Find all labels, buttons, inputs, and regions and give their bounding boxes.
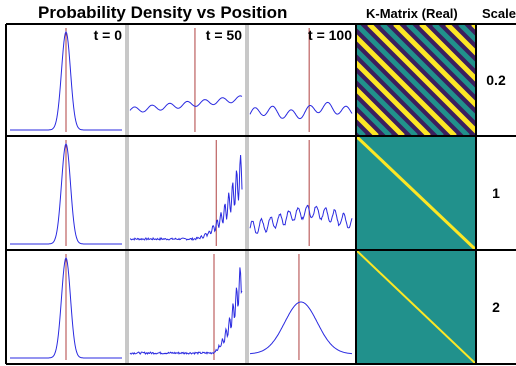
scale-label: 1 [492,185,500,201]
kmatrix-stripe [356,111,379,136]
kmatrix-stripe [445,24,476,57]
kmatrix-diagonal-line [356,250,476,364]
density-panel-bg [246,24,356,136]
kmatrix-stripe [356,33,457,136]
time-label: t = 100 [308,27,352,43]
density-panel-bg [126,136,246,250]
time-label: t = 50 [206,27,242,43]
density-curve [10,31,122,131]
time-label: t = 0 [94,27,123,43]
density-curve [129,154,243,241]
scale-header: Scale [482,6,516,21]
density-header: Probability Density vs Position [38,3,288,22]
density-curve [129,95,243,113]
kmatrix-stripe [356,59,431,136]
kmatrix-stripe [419,24,476,83]
scale-label: 2 [492,299,500,315]
kmatrix-stripe [356,46,444,136]
density-panel-bg [246,136,356,250]
kmatrix-stripe [356,24,470,136]
kmatrix-stripe [356,98,392,136]
kmatrix-stripe [393,24,476,109]
kmatrix-stripe [406,24,476,96]
density-panel-bg [126,24,246,136]
density-panel-bg [126,250,246,364]
density-curve [10,143,122,245]
density-curve [10,257,122,359]
density-curve [249,204,353,235]
kmatrix-stripes [356,24,516,136]
density-curve [250,301,352,355]
kmatrix-diagonal [356,250,476,364]
kmatrix-stripe [432,24,476,70]
kmatrix-header: K-Matrix (Real) [366,6,458,21]
kmatrix-diagonal-line [356,136,476,250]
scale-label: 0.2 [486,72,506,88]
density-curve [249,101,353,120]
density-panel-bg [246,250,356,364]
density-curve [129,267,243,356]
kmatrix-stripe [356,72,418,136]
kmatrix-stripe [512,24,516,136]
kmatrix-diagonal [356,136,476,250]
kmatrix-stripe [367,24,476,135]
kmatrix-stripe [356,85,405,136]
